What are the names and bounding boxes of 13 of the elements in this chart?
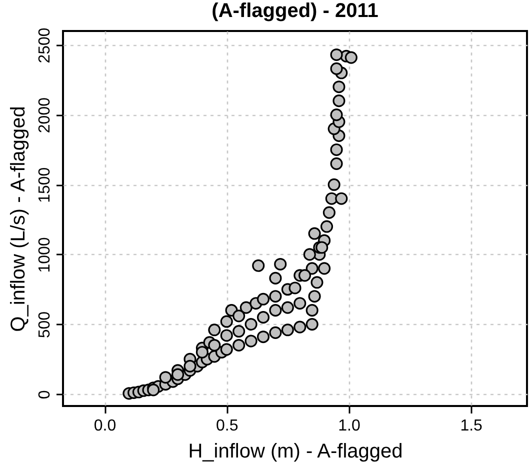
x-tick-label: 1.5 (460, 418, 483, 434)
x-tick-label: 0.0 (94, 418, 116, 434)
y-axis-title: Q_inflow (L/s) - A-flagged (8, 106, 30, 332)
y-tick-label: 2000 (36, 97, 54, 134)
y-tick-label: 500 (36, 311, 54, 338)
x-tick-label: 1.0 (338, 418, 360, 434)
x-tick-label: 0.5 (216, 418, 238, 434)
y-tick-label: 1000 (36, 237, 54, 273)
y-tick-label: 1500 (36, 167, 54, 203)
y-tick-label: 0 (36, 390, 54, 400)
y-tick-label: 2500 (36, 28, 54, 64)
chart-title: (A-flagged) - 2011 (212, 0, 378, 22)
x-axis-title: H_inflow (m) - A-flagged (188, 440, 403, 462)
